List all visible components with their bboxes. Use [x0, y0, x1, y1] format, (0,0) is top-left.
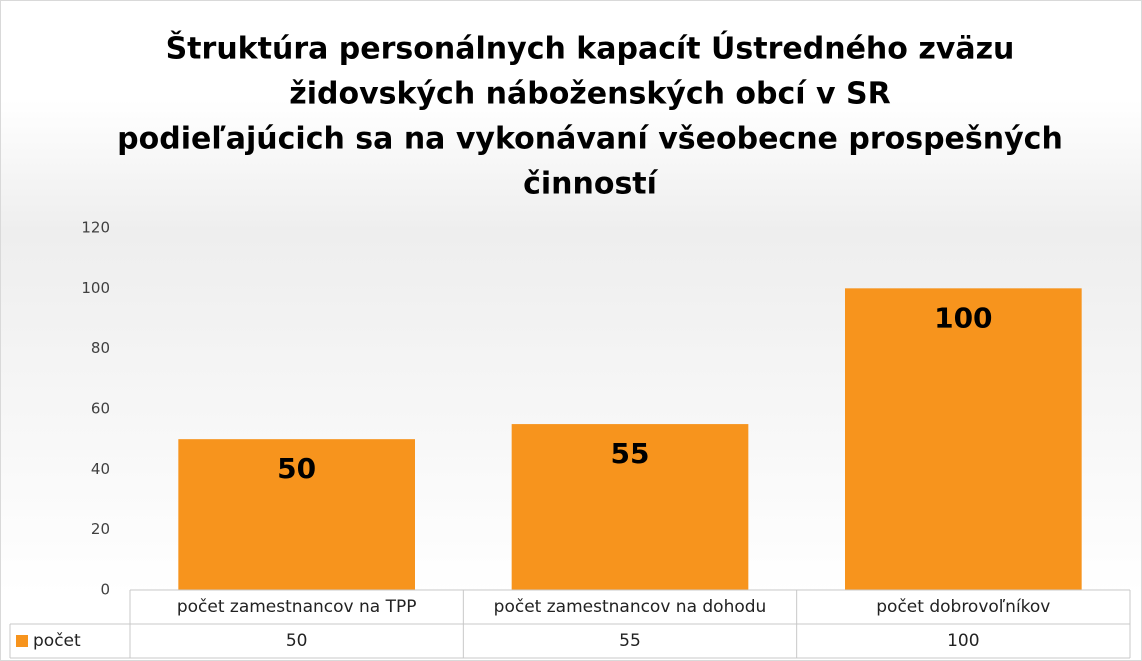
title-line: Štruktúra personálnych kapacít Ústrednéh… — [166, 30, 1015, 67]
y-tick-label: 0 — [100, 581, 110, 599]
data-label: 55 — [611, 437, 650, 470]
y-tick-label: 40 — [91, 460, 110, 478]
legend-key — [16, 635, 28, 647]
legend-label: počet — [33, 631, 81, 651]
y-tick-label: 120 — [81, 219, 110, 237]
chart-title: Štruktúra personálnych kapacít Ústrednéh… — [117, 30, 1063, 202]
y-tick-label: 60 — [91, 400, 110, 418]
data-label: 100 — [934, 301, 992, 334]
y-tick-label: 20 — [91, 520, 110, 538]
data-label: 50 — [277, 452, 316, 485]
table-value: 55 — [619, 631, 641, 651]
table-value: 50 — [286, 631, 308, 651]
x-tick-label: počet dobrovoľníkov — [876, 597, 1050, 617]
table-value: 100 — [947, 631, 979, 651]
y-tick-label: 80 — [91, 339, 110, 357]
title-line: činností — [523, 167, 659, 202]
bar — [845, 288, 1082, 590]
x-tick-label: počet zamestnancov na dohodu — [494, 597, 767, 617]
y-tick-label: 100 — [81, 279, 110, 297]
title-line: židovských náboženských obcí v SR — [289, 77, 890, 112]
title-line: podieľajúcich sa na vykonávaní všeobecne… — [117, 122, 1063, 157]
bar — [511, 424, 749, 590]
bar — [178, 439, 415, 590]
x-tick-label: počet zamestnancov na TPP — [177, 597, 417, 617]
